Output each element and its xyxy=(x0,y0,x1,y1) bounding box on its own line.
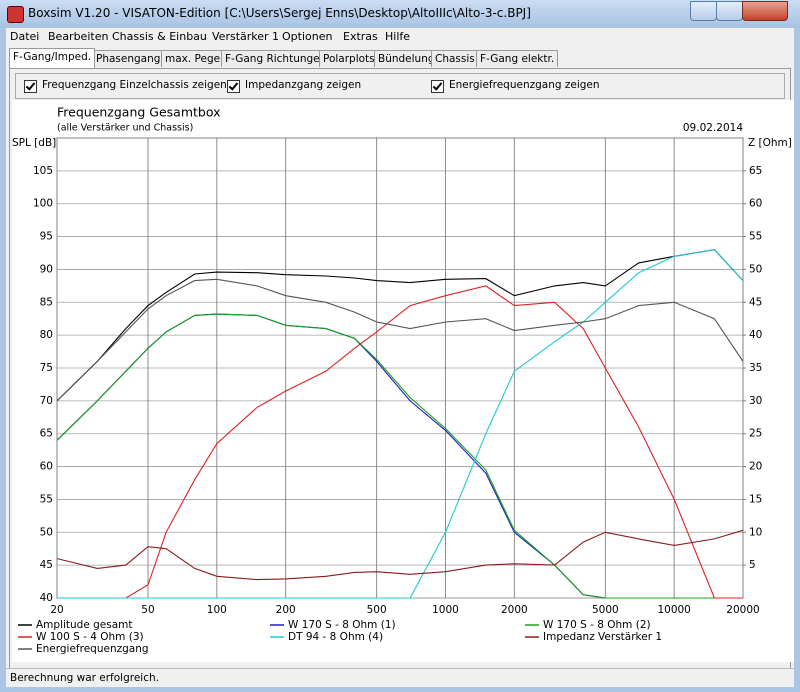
series-line xyxy=(57,249,743,402)
y2-tick-label: 30 xyxy=(749,395,762,407)
y2-tick-label: 60 xyxy=(749,198,762,210)
x-tick-label: 50 xyxy=(141,604,154,616)
y-tick-label: 60 xyxy=(40,461,53,473)
x-tick-label: 100 xyxy=(207,604,227,616)
y2-tick-label: 35 xyxy=(749,362,762,374)
y-tick-label: 50 xyxy=(40,526,53,538)
y-tick-label: 45 xyxy=(40,559,53,571)
y2-tick-label: 10 xyxy=(749,526,762,538)
checkbox-label: Impedanzgang zeigen xyxy=(245,79,362,91)
legend-label: Amplitude gesamt xyxy=(36,619,133,631)
x-tick-label: 5000 xyxy=(592,604,619,616)
y2-tick-label: 25 xyxy=(749,428,762,440)
checkbox[interactable] xyxy=(24,80,37,93)
menu-bar: Datei Bearbeiten Chassis & Einbau Verstärke… xyxy=(6,28,794,46)
checkbox[interactable] xyxy=(431,80,444,93)
menu-item[interactable]: Datei xyxy=(10,30,40,43)
app-icon xyxy=(7,6,24,23)
y2-tick-label: 15 xyxy=(749,493,762,505)
y2-tick-label: 50 xyxy=(749,263,762,275)
y-tick-label: 65 xyxy=(40,428,53,440)
y-tick-label: 70 xyxy=(40,395,53,407)
y2-tick-label: 55 xyxy=(749,231,762,243)
tab[interactable]: F-Gang Richtungen xyxy=(221,50,331,67)
legend-label: DT 94 - 8 Ohm (4) xyxy=(288,631,383,643)
y-axis-label: SPL [dB] xyxy=(12,137,56,149)
legend-label: W 170 S - 8 Ohm (2) xyxy=(543,619,651,631)
y-tick-label: 40 xyxy=(40,592,53,604)
y-tick-label: 100 xyxy=(33,198,53,210)
status-bar: Berechnung war erfolgreich. xyxy=(6,668,794,687)
y2-tick-label: 40 xyxy=(749,329,762,341)
legend-label: W 100 S - 4 Ohm (3) xyxy=(36,631,144,643)
chart-title: Frequenzgang Gesamtbox xyxy=(57,105,221,120)
y-tick-label: 105 xyxy=(33,165,53,177)
x-tick-label: 10000 xyxy=(657,604,690,616)
y2-tick-label: 20 xyxy=(749,461,762,473)
series-line xyxy=(57,529,743,581)
checkbox-label: Frequenzgang Einzelchassis zeigen xyxy=(42,79,227,91)
options-group: Frequenzgang Einzelchassis zeigen Impedan… xyxy=(15,73,785,99)
menu-item[interactable]: Optionen xyxy=(282,30,333,43)
series-line xyxy=(57,278,743,402)
menu-item[interactable]: Bearbeiten xyxy=(48,30,109,43)
x-tick-label: 2000 xyxy=(501,604,528,616)
legend-label: Impedanz Verstärker 1 xyxy=(543,631,662,643)
series-line xyxy=(57,249,743,599)
series-line xyxy=(57,313,743,599)
y-tick-label: 90 xyxy=(40,263,53,275)
checkbox-label: Energiefrequenzgang zeigen xyxy=(449,79,600,91)
y2-axis-label: Z [Ohm] xyxy=(748,137,792,149)
tab[interactable]: F-Gang/Imped. xyxy=(9,48,96,68)
close-button[interactable] xyxy=(742,1,788,21)
y2-tick-label: 65 xyxy=(749,165,762,177)
y2-tick-label: 5 xyxy=(749,559,756,571)
x-tick-label: 1000 xyxy=(432,604,459,616)
x-tick-label: 20 xyxy=(50,604,63,616)
x-tick-label: 20000 xyxy=(726,604,759,616)
y-tick-label: 80 xyxy=(40,329,53,341)
menu-item[interactable]: Chassis & Einbau xyxy=(112,30,207,43)
legend-label: Energiefrequenzgang xyxy=(36,643,149,655)
tab[interactable]: Phasengang xyxy=(92,50,165,67)
checkbox[interactable] xyxy=(227,80,240,93)
menu-item[interactable]: Hilfe xyxy=(385,30,411,43)
chart-date: 09.02.2014 xyxy=(683,122,743,134)
legend-label: W 170 S - 8 Ohm (1) xyxy=(288,619,396,631)
series-line xyxy=(57,285,743,599)
y-tick-label: 85 xyxy=(40,296,53,308)
tab[interactable]: F-Gang elektr. xyxy=(476,50,559,67)
menu-item[interactable]: Extras xyxy=(343,30,378,43)
window-title: Boxsim V1.20 - VISATON-Edition [C:\Users… xyxy=(28,6,531,20)
y-tick-label: 55 xyxy=(40,493,53,505)
x-tick-label: 200 xyxy=(276,604,296,616)
x-tick-label: 500 xyxy=(367,604,387,616)
tab[interactable]: Polarplots xyxy=(319,50,379,67)
y-tick-label: 95 xyxy=(40,231,53,243)
title-bar: Boxsim V1.20 - VISATON-Edition [C:\Users… xyxy=(0,0,800,28)
y-tick-label: 75 xyxy=(40,362,53,374)
chart-subtitle: (alle Verstärker und Chassis) xyxy=(57,123,193,134)
series-group xyxy=(57,249,743,599)
tab[interactable]: Bündelung xyxy=(374,50,439,67)
status-text: Berechnung war erfolgreich. xyxy=(10,672,159,684)
menu-item[interactable]: Verstärker 1 xyxy=(212,30,280,43)
y2-tick-label: 45 xyxy=(749,296,762,308)
tab[interactable]: max. Pegel xyxy=(161,50,228,67)
